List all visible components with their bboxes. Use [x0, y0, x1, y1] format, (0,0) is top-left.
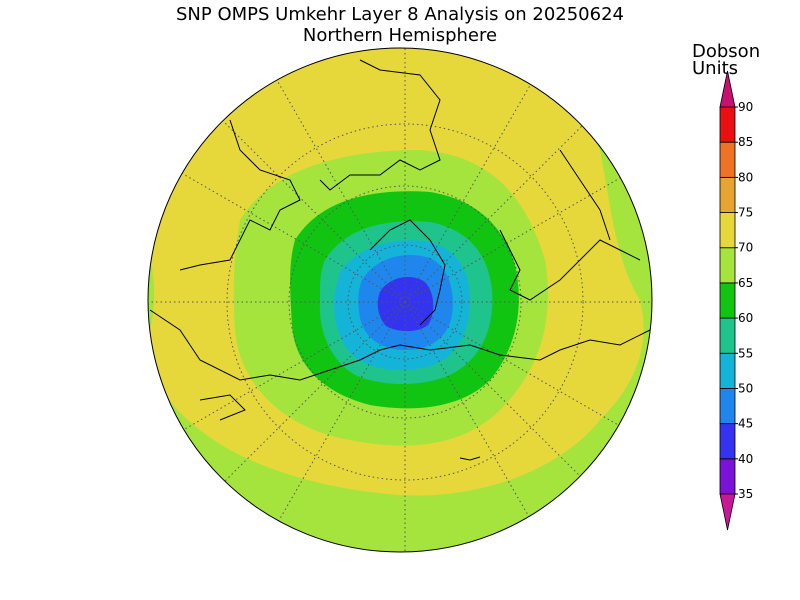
- subtitle: Northern Hemisphere: [303, 25, 497, 46]
- colorbar-segment: [719, 212, 736, 249]
- colorbar-tick-label: 90: [738, 100, 753, 114]
- colorbar-tick-label: 60: [738, 311, 753, 325]
- colorbar-tick-label: 55: [738, 346, 753, 360]
- colorbar-tick-label: 70: [738, 241, 753, 255]
- title: SNP OMPS Umkehr Layer 8 Analysis on 2025…: [176, 4, 624, 25]
- colorbar-label: Dobson: [692, 41, 760, 62]
- colorbar-segment: [719, 388, 736, 425]
- colorbar-tick-label: 85: [738, 135, 753, 149]
- colorbar-tick-label: 65: [738, 276, 753, 290]
- field-40: [377, 277, 434, 332]
- colorbar-under: [719, 493, 736, 531]
- colorbar-tick-label: 80: [738, 170, 753, 184]
- colorbar-segment: [719, 317, 736, 354]
- colorbar-tick-label: 75: [738, 206, 753, 220]
- colorbar-segment: [719, 352, 736, 389]
- colorbar-tick-label: 50: [738, 381, 753, 395]
- colorbar-segment: [719, 458, 736, 495]
- colorbar-label: Units: [692, 58, 738, 79]
- colorbar: 35 40 45 50 55 60 65 70 75 80 85 90: [719, 70, 753, 531]
- colorbar-segment: [719, 247, 736, 284]
- colorbar-tick-label: 40: [738, 452, 753, 466]
- colorbar-tick-label: 35: [738, 487, 753, 501]
- colorbar-segment: [719, 141, 736, 178]
- map-border: [147, 47, 653, 553]
- map: [148, 48, 652, 552]
- graticule: [148, 48, 652, 552]
- colorbar-segment: [719, 176, 736, 213]
- coastlines: [149, 59, 651, 461]
- colorbar-segment: [719, 282, 736, 319]
- colorbar-segment: [719, 106, 736, 143]
- colorbar-segment: [719, 423, 736, 460]
- colorbar-tick-label: 45: [738, 417, 753, 431]
- colorbar-over: [719, 70, 736, 108]
